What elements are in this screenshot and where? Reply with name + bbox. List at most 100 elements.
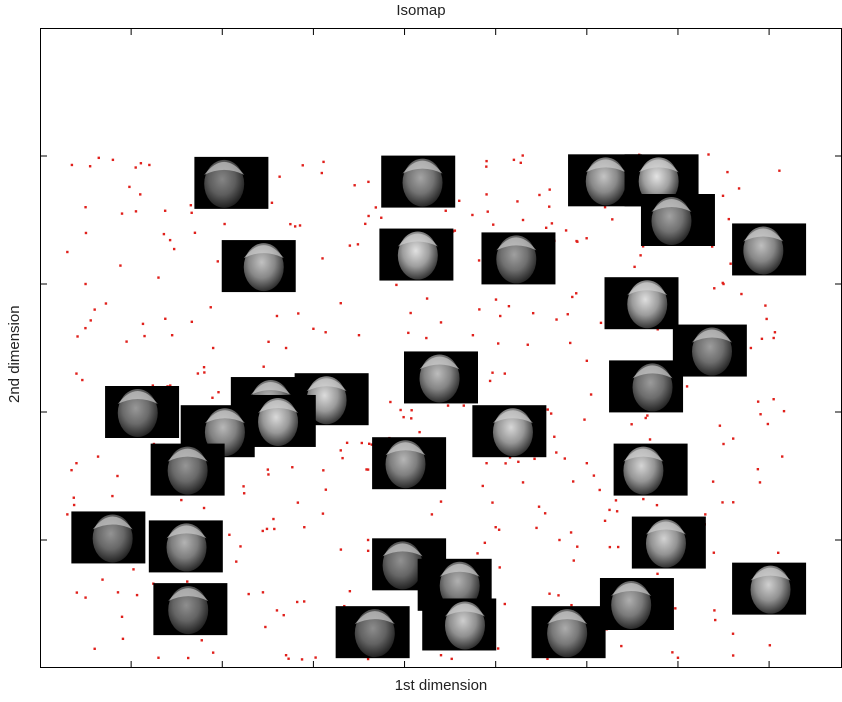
data-point bbox=[217, 391, 220, 394]
data-point bbox=[772, 398, 775, 401]
data-point bbox=[407, 331, 410, 335]
data-point bbox=[494, 298, 498, 301]
data-point bbox=[481, 484, 484, 488]
face-thumbnail bbox=[194, 156, 269, 209]
data-point bbox=[526, 343, 529, 346]
data-point bbox=[616, 545, 620, 549]
data-point bbox=[324, 488, 328, 491]
data-point bbox=[768, 644, 772, 647]
data-point bbox=[726, 170, 729, 174]
data-point bbox=[676, 656, 680, 659]
data-point bbox=[193, 231, 197, 234]
data-point bbox=[531, 311, 535, 315]
data-point bbox=[223, 222, 226, 226]
data-point bbox=[320, 171, 324, 175]
data-point bbox=[777, 551, 780, 554]
data-point bbox=[75, 591, 79, 594]
data-point bbox=[538, 193, 541, 197]
data-point bbox=[239, 545, 242, 548]
data-point bbox=[589, 393, 593, 396]
data-point bbox=[151, 384, 155, 387]
data-point bbox=[88, 165, 92, 168]
data-point bbox=[302, 600, 306, 603]
face-thumbnail bbox=[150, 443, 225, 496]
data-point bbox=[546, 408, 549, 411]
data-point bbox=[760, 337, 764, 341]
data-point bbox=[168, 238, 172, 242]
data-point bbox=[439, 500, 443, 503]
data-point bbox=[485, 159, 488, 163]
data-point bbox=[148, 163, 151, 167]
data-point bbox=[544, 226, 548, 229]
data-point bbox=[603, 206, 607, 209]
data-point bbox=[450, 657, 453, 661]
data-point bbox=[781, 455, 784, 458]
data-point bbox=[611, 218, 614, 221]
data-point bbox=[189, 204, 193, 207]
data-point bbox=[521, 481, 525, 484]
data-point bbox=[120, 615, 124, 618]
data-point bbox=[395, 283, 398, 287]
data-point bbox=[517, 460, 520, 464]
data-point bbox=[656, 328, 659, 331]
data-point bbox=[278, 175, 281, 178]
data-point bbox=[139, 162, 143, 165]
data-point bbox=[266, 468, 270, 471]
face-thumbnail bbox=[148, 520, 223, 573]
data-point bbox=[303, 526, 306, 529]
data-point bbox=[458, 199, 461, 202]
data-point bbox=[157, 276, 160, 279]
data-point bbox=[721, 501, 724, 504]
data-point bbox=[298, 224, 302, 227]
data-point bbox=[202, 366, 206, 369]
data-point bbox=[759, 413, 762, 416]
data-point bbox=[152, 582, 155, 585]
face-thumbnail bbox=[613, 443, 688, 496]
data-point bbox=[116, 474, 119, 478]
face-thumbnail bbox=[531, 606, 606, 659]
data-point bbox=[324, 331, 327, 334]
data-point bbox=[555, 318, 558, 321]
data-point bbox=[729, 262, 732, 265]
data-point bbox=[585, 462, 589, 465]
data-point bbox=[592, 474, 596, 477]
data-point bbox=[740, 292, 743, 296]
data-point bbox=[764, 304, 767, 307]
data-point bbox=[135, 593, 139, 597]
data-point bbox=[84, 231, 88, 235]
face-thumbnail bbox=[379, 228, 454, 281]
data-point bbox=[546, 657, 549, 661]
data-point bbox=[732, 501, 735, 504]
data-point bbox=[93, 647, 96, 650]
data-point bbox=[608, 508, 611, 512]
data-point bbox=[572, 559, 575, 562]
data-point bbox=[727, 217, 731, 221]
data-point bbox=[312, 327, 315, 330]
face-thumbnail bbox=[372, 437, 447, 490]
data-point bbox=[170, 334, 174, 337]
data-point bbox=[486, 210, 489, 213]
data-point bbox=[119, 264, 122, 267]
y-axis-label: 2nd dimension bbox=[6, 305, 23, 403]
data-point bbox=[521, 154, 524, 157]
data-point bbox=[485, 193, 488, 196]
data-point bbox=[519, 161, 522, 165]
data-point bbox=[164, 317, 167, 320]
data-point bbox=[187, 656, 190, 660]
data-point bbox=[348, 590, 352, 593]
data-point bbox=[714, 618, 717, 622]
data-point bbox=[93, 308, 96, 311]
face-thumbnail bbox=[404, 351, 478, 404]
face-thumbnail bbox=[153, 583, 228, 636]
data-point bbox=[314, 656, 317, 659]
data-point bbox=[295, 600, 299, 604]
data-point bbox=[262, 365, 265, 368]
data-point bbox=[367, 180, 370, 184]
data-point bbox=[615, 510, 619, 513]
data-point bbox=[365, 468, 368, 471]
data-point bbox=[200, 639, 203, 642]
data-point bbox=[374, 206, 378, 209]
data-point bbox=[162, 232, 166, 236]
data-point bbox=[273, 527, 276, 531]
data-point bbox=[389, 400, 392, 404]
